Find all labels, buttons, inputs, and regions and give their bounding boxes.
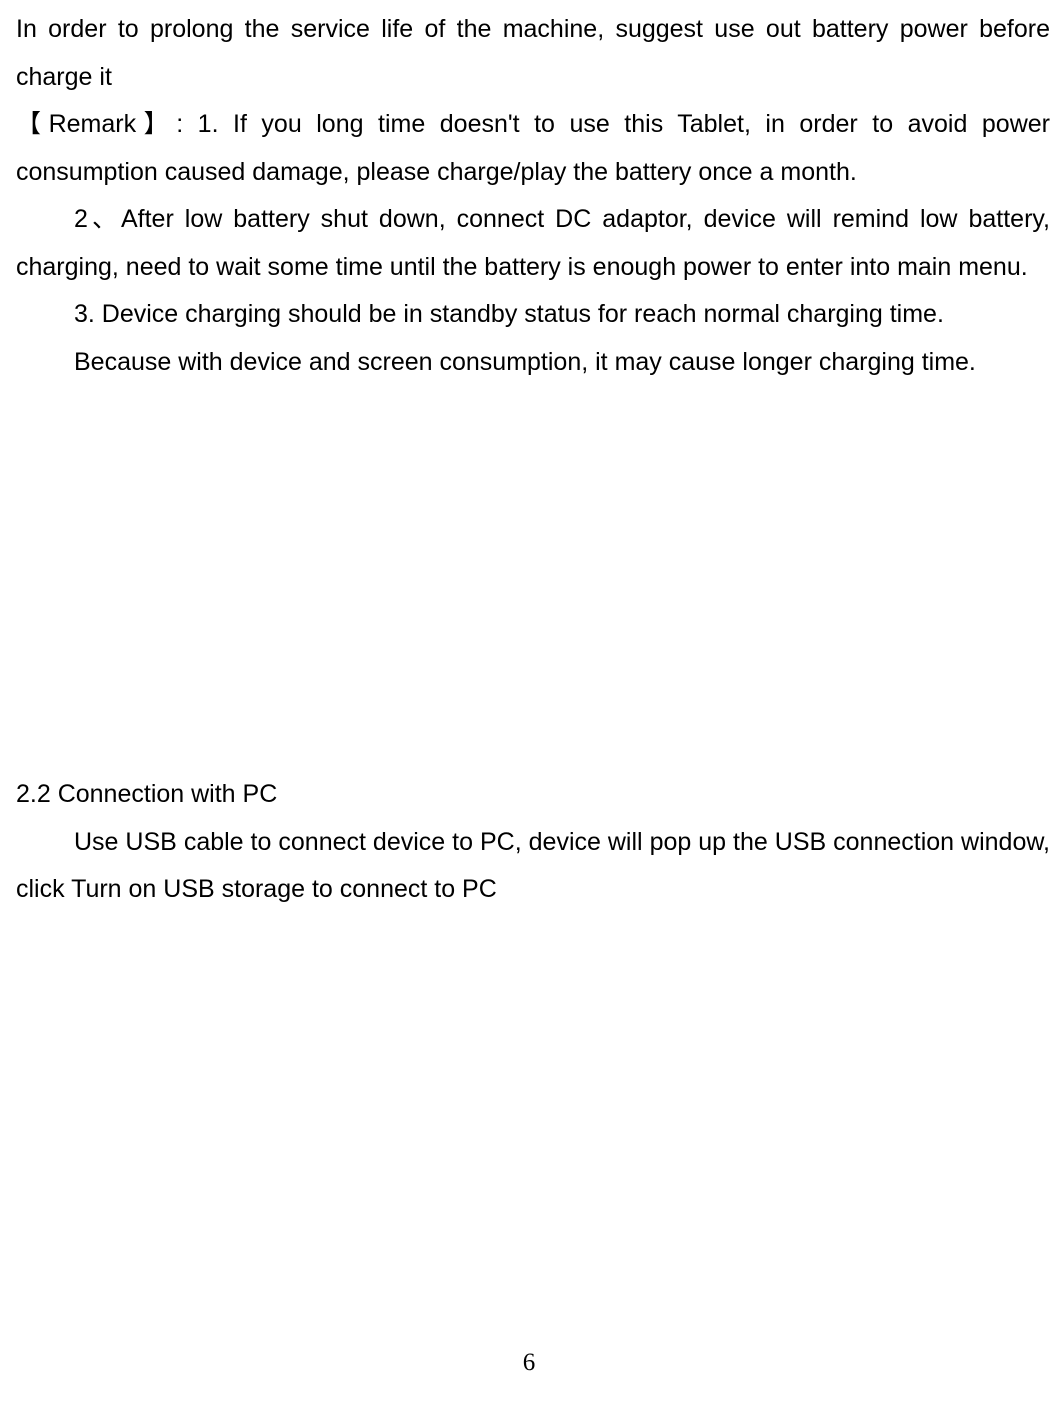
section-body-pc-connection: Use USB cable to connect device to PC, d… (16, 819, 1050, 914)
section-heading-pc-connection: 2.2 Connection with PC (16, 771, 1050, 819)
paragraph-remark-1: 【Remark】: 1. If you long time doesn't to… (16, 101, 1050, 196)
page-number: 6 (523, 1349, 536, 1377)
paragraph-remark-2: 2、After low battery shut down, connect D… (16, 196, 1050, 291)
paragraph-remark-3: 3. Device charging should be in standby … (16, 291, 1050, 339)
paragraph-intro: In order to prolong the service life of … (16, 6, 1050, 101)
paragraph-remark-note: Because with device and screen consumpti… (16, 339, 1050, 387)
document-page: In order to prolong the service life of … (0, 0, 1058, 914)
